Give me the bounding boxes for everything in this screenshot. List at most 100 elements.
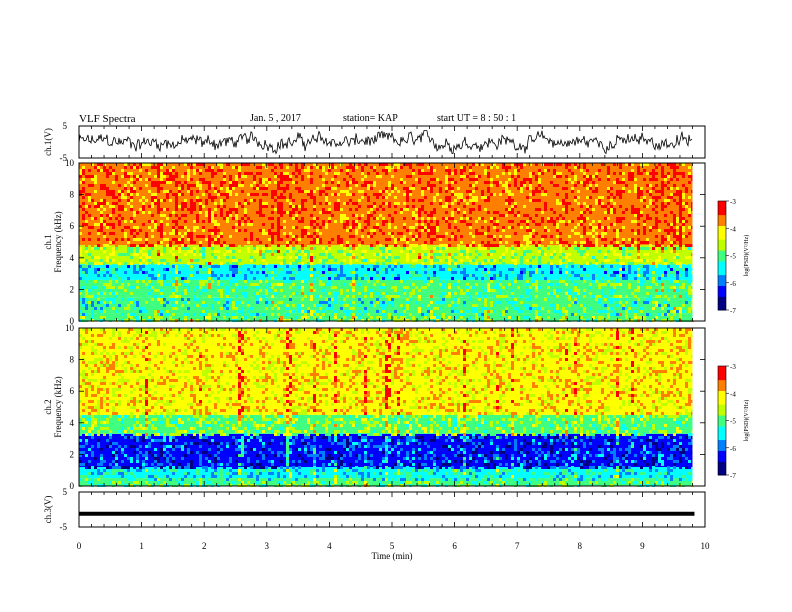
panel-2-cell — [454, 271, 457, 274]
panel-2-cell — [385, 229, 388, 232]
panel-2-cell — [370, 304, 373, 307]
panel-2-cell — [571, 190, 574, 193]
panel-2-cell — [562, 301, 565, 304]
panel-2-cell — [382, 310, 385, 313]
panel-2-cell — [484, 256, 487, 259]
panel-2-cell — [424, 271, 427, 274]
panel-2-cell — [481, 169, 484, 172]
panel-2-cell — [367, 304, 370, 307]
panel-2-cell — [268, 310, 271, 313]
panel-2-cell — [178, 211, 181, 214]
panel-2-cell — [553, 304, 556, 307]
panel-2-cell — [121, 307, 124, 310]
panel-2-cell — [175, 286, 178, 289]
panel-2-cell — [451, 223, 454, 226]
panel-2-cell — [571, 295, 574, 298]
panel-2-cell — [442, 178, 445, 181]
panel-2-cell — [112, 211, 115, 214]
panel-2-cell — [532, 250, 535, 253]
panel-2-cell — [361, 301, 364, 304]
panel-2-cell — [574, 172, 577, 175]
panel-2-cell — [391, 214, 394, 217]
panel-2-cell — [277, 244, 280, 247]
panel-2-cell — [403, 307, 406, 310]
panel-2-cell — [292, 223, 295, 226]
panel-2-cell — [208, 298, 211, 301]
panel-2-cell — [196, 229, 199, 232]
panel-2-cell — [133, 274, 136, 277]
panel-2-cell — [457, 211, 460, 214]
panel-2-cell — [112, 205, 115, 208]
panel-2-cell — [298, 238, 301, 241]
panel-2-cell — [421, 313, 424, 316]
panel-2-cell — [250, 304, 253, 307]
panel-2-cell — [112, 181, 115, 184]
panel-2-cell — [469, 274, 472, 277]
panel-2-cell — [307, 172, 310, 175]
panel-2-cell — [571, 199, 574, 202]
panel-2-cell — [166, 247, 169, 250]
panel-2-cell — [235, 316, 238, 319]
panel-2-cell — [391, 313, 394, 316]
panel-2-cell — [319, 241, 322, 244]
panel-2-cell — [148, 220, 151, 223]
panel-2-cell — [379, 196, 382, 199]
panel-2-cell — [571, 289, 574, 292]
panel-2-cell — [133, 235, 136, 238]
panel-2-cell — [541, 223, 544, 226]
panel-2-cell — [238, 172, 241, 175]
panel-2-cell — [469, 244, 472, 247]
panel-2-cell — [571, 238, 574, 241]
panel-2-cell — [403, 187, 406, 190]
panel-2-cell — [520, 289, 523, 292]
panel-2-cell — [187, 256, 190, 259]
panel-2-cell — [490, 178, 493, 181]
panel-2-cell — [469, 196, 472, 199]
panel-2-cell — [367, 166, 370, 169]
panel-2-cell — [88, 214, 91, 217]
panel-2-cell — [409, 163, 412, 166]
panel-2-cell — [187, 232, 190, 235]
panel-2-cell — [370, 196, 373, 199]
panel-2-cell — [166, 283, 169, 286]
panel-2-cell — [181, 193, 184, 196]
panel-2-cell — [331, 178, 334, 181]
panel-2-cell — [364, 241, 367, 244]
panel-2-cell — [565, 256, 568, 259]
panel-2-cell — [271, 163, 274, 166]
panel-2-cell — [274, 175, 277, 178]
panel-2-cell — [166, 184, 169, 187]
panel-2-cell — [118, 307, 121, 310]
panel-2-cell — [160, 256, 163, 259]
panel-2-cell — [580, 274, 583, 277]
panel-2-cell — [541, 280, 544, 283]
panel-2-cell — [505, 184, 508, 187]
panel-2-cell — [199, 286, 202, 289]
panel-2-cell — [79, 223, 82, 226]
panel-2-cell — [139, 316, 142, 319]
panel-2-cell — [421, 262, 424, 265]
panel-2-cell — [466, 223, 469, 226]
panel-2-cell — [208, 214, 211, 217]
panel-2-cell — [526, 292, 529, 295]
panel-2-cell — [232, 250, 235, 253]
panel-2-cell — [337, 277, 340, 280]
panel-2-cell — [568, 304, 571, 307]
panel-2-cell — [226, 208, 229, 211]
panel-2-cell — [112, 307, 115, 310]
panel-2-cell — [229, 196, 232, 199]
panel-2-cell — [244, 280, 247, 283]
panel-2-cell — [577, 232, 580, 235]
panel-2-cell — [109, 214, 112, 217]
panel-2-cell — [469, 214, 472, 217]
panel-2-cell — [160, 295, 163, 298]
panel-2-cell — [364, 310, 367, 313]
panel-2-cell — [310, 289, 313, 292]
panel-2-cell — [367, 214, 370, 217]
panel-2-cell — [373, 283, 376, 286]
panel-2-cell — [436, 253, 439, 256]
panel-2-cell — [154, 163, 157, 166]
panel-2-cell — [532, 229, 535, 232]
panel-2-cell — [169, 214, 172, 217]
panel-2-cell — [535, 310, 538, 313]
